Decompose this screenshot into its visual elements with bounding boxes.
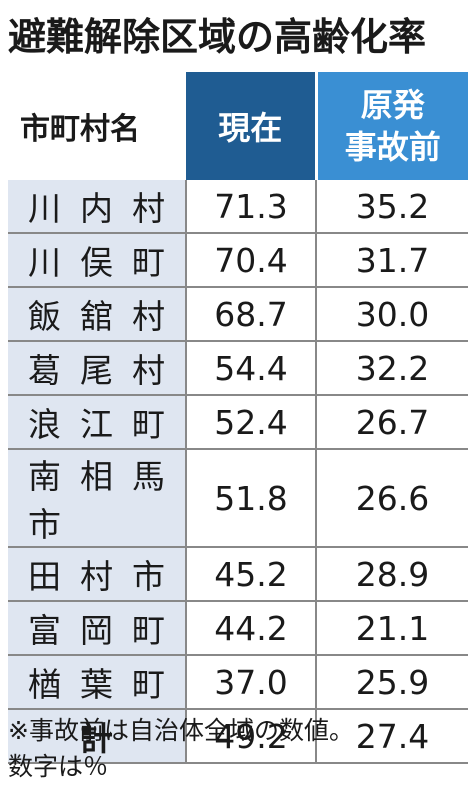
table-row: 富岡町 44.2 21.1: [8, 601, 468, 656]
pre-accident-rate-cell: 25.9: [316, 655, 468, 710]
table-row: 葛尾村 54.4 32.2: [8, 341, 468, 396]
municipality-cell: 富岡町: [8, 601, 187, 656]
municipality-cell: 川内村: [8, 180, 187, 234]
municipality-cell: 浪江町: [8, 395, 187, 450]
table-body: 川内村 71.3 35.2 川俣町 70.4 31.7 飯舘村 68.7 30.0 葛尾村 54.4…: [8, 180, 468, 764]
municipality-cell: 川俣町: [8, 233, 187, 288]
table-row: 南相馬市 51.8 26.6: [8, 449, 468, 548]
chart-title: 避難解除区域の高齢化率: [8, 15, 427, 59]
pre-accident-rate-cell: 31.7: [316, 233, 468, 288]
pre-accident-rate-cell: 21.1: [316, 601, 468, 656]
current-rate-cell: 68.7: [186, 287, 317, 342]
total-pre-accident-cell: 27.4: [316, 708, 468, 764]
footnote-line1: ※事故前は自治体全域の数値。: [8, 716, 354, 745]
pre-accident-rate-cell: 26.7: [316, 395, 468, 450]
total-label-cell: 計: [8, 708, 187, 764]
current-rate-cell: 54.4: [186, 341, 317, 396]
table-row: 楢葉町 37.0 25.9: [8, 655, 468, 710]
current-rate-cell: 70.4: [186, 233, 317, 288]
header-current: 現在: [186, 72, 318, 180]
municipality-cell: 楢葉町: [8, 655, 187, 710]
table-row: 川俣町 70.4 31.7: [8, 233, 468, 288]
municipality-cell: 飯舘村: [8, 287, 187, 342]
header-pre-accident: 原発 事故前: [316, 72, 468, 180]
current-rate-cell: 44.2: [186, 601, 317, 656]
municipality-cell: 田村市: [8, 547, 187, 602]
total-current-cell: 49.2: [186, 708, 317, 764]
table-row: 川内村 71.3 35.2: [8, 180, 468, 234]
header-pre-line1: 原発: [360, 86, 425, 124]
footnote: ※事故前は自治体全域の数値。 数字は％: [8, 713, 472, 785]
current-rate-cell: 52.4: [186, 395, 317, 450]
pre-accident-rate-cell: 32.2: [316, 341, 468, 396]
pre-accident-rate-cell: 26.6: [316, 449, 468, 548]
table-row: 田村市 45.2 28.9: [8, 547, 468, 602]
table-row: 浪江町 52.4 26.7: [8, 395, 468, 450]
footnote-line2: 数字は％: [8, 752, 109, 781]
total-row: 計 49.2 27.4: [8, 708, 468, 764]
current-rate-cell: 71.3: [186, 180, 317, 234]
municipality-cell: 南相馬市: [8, 449, 187, 548]
header-row: 市町村名 現在 原発 事故前: [8, 72, 468, 180]
header-pre-line2: 事故前: [344, 128, 441, 166]
aging-rate-table: 市町村名 現在 原発 事故前 川内村 71.3 35.2 川俣町 70.4 31.7 飯舘村…: [8, 72, 468, 764]
current-rate-cell: 51.8: [186, 449, 317, 548]
municipality-cell: 葛尾村: [8, 341, 187, 396]
current-rate-cell: 37.0: [186, 655, 317, 710]
pre-accident-rate-cell: 30.0: [316, 287, 468, 342]
pre-accident-rate-cell: 35.2: [316, 180, 468, 234]
table-row: 飯舘村 68.7 30.0: [8, 287, 468, 342]
current-rate-cell: 45.2: [186, 547, 317, 602]
header-municipality: 市町村名: [8, 72, 186, 180]
pre-accident-rate-cell: 28.9: [316, 547, 468, 602]
